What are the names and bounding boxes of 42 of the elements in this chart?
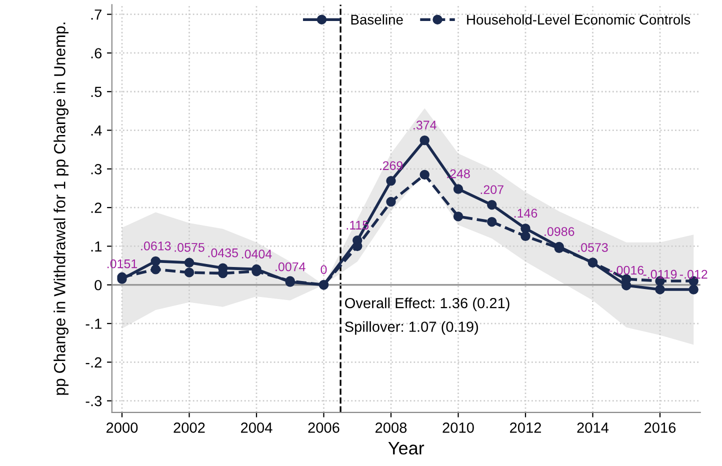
- y-tick-label: .3: [91, 164, 102, 174]
- data-label: -.0016: [609, 266, 644, 275]
- x-tick-label: 2012: [510, 422, 541, 433]
- y-axis-title: pp Change in Withdrawal for 1 pp Change in Unemp.: [54, 22, 69, 395]
- legend-label: Baseline: [351, 14, 403, 25]
- data-label: -.0119: [643, 270, 677, 279]
- y-tick-label: .2: [91, 202, 102, 213]
- x-tick-label: 2000: [106, 422, 138, 433]
- y-tick-label: .5: [91, 86, 102, 98]
- x-tick-label: 2006: [308, 422, 340, 433]
- data-label: .0575: [174, 242, 204, 252]
- data-label: .0435: [208, 248, 238, 258]
- x-tick-label: 2008: [376, 422, 407, 433]
- data-label: .374: [414, 120, 436, 130]
- data-label: .207: [480, 185, 504, 194]
- y-tick-label: .4: [91, 126, 102, 136]
- y-tick-label: .7: [91, 10, 102, 20]
- x-tick-label: 2004: [241, 422, 272, 433]
- data-label: .0404: [242, 250, 272, 258]
- x-tick-label: 2014: [577, 422, 609, 433]
- data-label: .0074: [276, 262, 306, 272]
- y-tick-label: -.2: [86, 357, 102, 368]
- data-label: -.012: [680, 270, 708, 279]
- data-label: .146: [514, 208, 538, 218]
- data-label: .0613: [141, 242, 171, 250]
- data-label: 0: [320, 265, 327, 274]
- y-tick-label: .6: [91, 48, 102, 58]
- x-tick-label: 2010: [442, 422, 474, 433]
- legend-label: Household-Level Economic Controls: [467, 14, 690, 25]
- annotation: Spillover: 1.07 (0.19): [345, 321, 478, 335]
- annotation: Overall Effect: 1.36 (0.21): [345, 298, 510, 312]
- x-axis-title: Year: [388, 442, 424, 455]
- y-tick-label: .1: [91, 241, 102, 252]
- y-tick-label: -.1: [86, 318, 102, 329]
- y-tick-label: -.3: [86, 396, 102, 406]
- data-label: .0573: [578, 243, 608, 252]
- x-tick-label: 2002: [174, 422, 205, 433]
- y-tick-label: 0: [94, 280, 102, 290]
- data-label: .0986: [544, 227, 574, 236]
- data-label: .269: [380, 161, 403, 170]
- x-tick-label: 2016: [644, 422, 676, 433]
- data-label: .0151: [108, 259, 138, 268]
